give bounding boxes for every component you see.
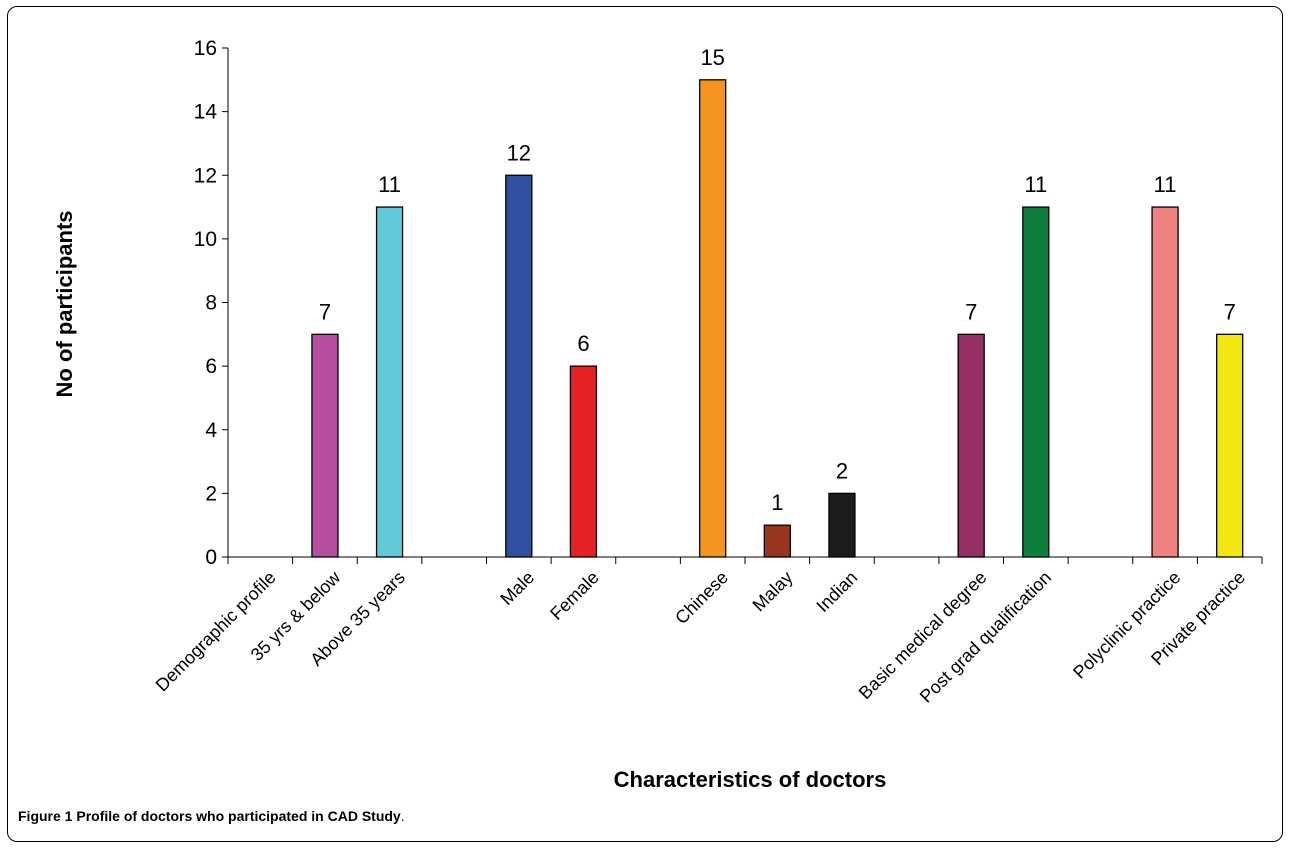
category-label: Female: [546, 567, 603, 624]
data-label: 11: [1024, 172, 1047, 197]
y-tick-label: 16: [194, 37, 217, 60]
data-label: 7: [1224, 299, 1236, 324]
category-label: Post grad qualification: [916, 567, 1055, 706]
data-label: 1: [771, 490, 783, 515]
bar: [375, 206, 404, 558]
bar: [1151, 206, 1179, 558]
y-tick-label: 10: [194, 228, 217, 251]
bar: [763, 524, 791, 558]
bar: [828, 492, 856, 558]
data-label: 6: [577, 331, 589, 356]
y-axis-title: No of participants: [52, 210, 77, 397]
y-tick-label: 0: [205, 546, 217, 569]
category-label: Malay: [749, 567, 797, 615]
y-tick-label: 14: [194, 101, 218, 124]
y-tick-label: 8: [205, 292, 217, 315]
y-tick-label: 4: [205, 419, 217, 442]
data-label: 12: [507, 140, 531, 165]
data-label: 11: [1154, 172, 1177, 197]
category-label: Basic medical degree: [855, 567, 991, 703]
category-label: Demographic profile: [152, 567, 280, 695]
bar: [569, 365, 598, 558]
data-label: 15: [700, 45, 724, 70]
bar: [1022, 206, 1050, 558]
data-label: 11: [378, 172, 401, 197]
y-tick-label: 2: [205, 482, 217, 505]
bar: [311, 333, 339, 558]
bar: [1216, 333, 1244, 558]
category-label: Indian: [812, 567, 861, 616]
data-label: 7: [319, 299, 331, 324]
bar: [505, 174, 533, 558]
bar: [957, 333, 985, 558]
x-axis-title: Characteristics of doctors: [614, 767, 887, 792]
category-label: Chinese: [671, 567, 732, 628]
data-label: 7: [965, 299, 977, 324]
data-label: 2: [836, 458, 848, 483]
figure-caption-period: .: [400, 808, 405, 824]
figure-caption: Figure 1 Profile of doctors who particip…: [18, 808, 405, 824]
category-label: Male: [496, 567, 538, 609]
bar: [699, 79, 727, 558]
figure-caption-text: Profile of doctors who participated in C…: [76, 808, 401, 824]
figure-frame: [7, 6, 1283, 842]
y-tick-label: 6: [205, 355, 217, 378]
category-label: Polyclinic practice: [1069, 567, 1184, 682]
figure-number: Figure 1: [18, 808, 73, 824]
y-tick-label: 12: [194, 164, 217, 187]
